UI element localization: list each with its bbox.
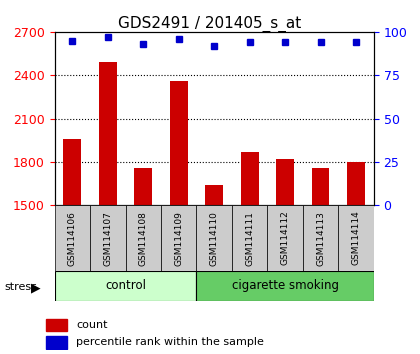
Bar: [134, 168, 152, 205]
Text: percentile rank within the sample: percentile rank within the sample: [76, 337, 264, 347]
Text: cigarette smoking: cigarette smoking: [232, 279, 339, 292]
Bar: [126, 205, 161, 271]
Bar: [197, 205, 232, 271]
Bar: [161, 205, 197, 271]
Text: GSM114108: GSM114108: [139, 211, 148, 266]
Bar: [197, 271, 374, 301]
Bar: [63, 139, 81, 205]
Text: GSM114106: GSM114106: [68, 211, 77, 266]
Text: control: control: [105, 279, 146, 292]
Bar: [170, 81, 188, 205]
Bar: [55, 205, 90, 271]
Text: GSM114111: GSM114111: [245, 211, 254, 266]
Bar: [55, 271, 197, 301]
Text: GSM114114: GSM114114: [352, 211, 360, 266]
Bar: [276, 159, 294, 205]
Bar: [46, 319, 67, 331]
Bar: [90, 205, 126, 271]
Text: stress: stress: [4, 282, 37, 292]
Text: ▶: ▶: [31, 281, 40, 294]
Text: GSM114112: GSM114112: [281, 211, 290, 266]
Bar: [312, 168, 329, 205]
Bar: [303, 205, 339, 271]
Bar: [205, 185, 223, 205]
Bar: [339, 205, 374, 271]
Bar: [241, 152, 259, 205]
Text: GSM114107: GSM114107: [103, 211, 112, 266]
Bar: [232, 205, 268, 271]
Bar: [347, 162, 365, 205]
Text: count: count: [76, 320, 108, 330]
Text: GSM114113: GSM114113: [316, 211, 325, 266]
Text: GSM114110: GSM114110: [210, 211, 219, 266]
Bar: [268, 205, 303, 271]
Bar: [99, 62, 117, 205]
Text: GDS2491 / 201405_s_at: GDS2491 / 201405_s_at: [118, 16, 302, 32]
Text: GSM114109: GSM114109: [174, 211, 183, 266]
Bar: [46, 336, 67, 349]
